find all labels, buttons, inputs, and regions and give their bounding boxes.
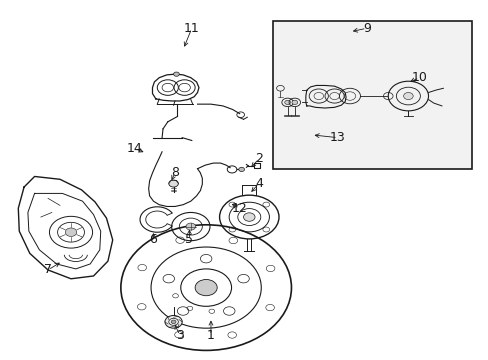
Circle shape — [284, 100, 290, 104]
Text: 11: 11 — [183, 22, 199, 35]
Circle shape — [243, 213, 255, 221]
Circle shape — [164, 315, 182, 328]
Text: 13: 13 — [329, 131, 345, 144]
Text: 14: 14 — [126, 142, 142, 155]
Text: 4: 4 — [254, 177, 262, 190]
Circle shape — [168, 180, 178, 187]
Text: 2: 2 — [254, 152, 262, 165]
Text: 9: 9 — [362, 22, 370, 35]
Text: 7: 7 — [44, 264, 52, 276]
Text: 8: 8 — [171, 166, 179, 179]
Circle shape — [291, 100, 297, 104]
Circle shape — [195, 279, 217, 296]
Text: 10: 10 — [410, 71, 427, 84]
Text: 1: 1 — [206, 329, 214, 342]
Circle shape — [238, 167, 244, 171]
Text: 12: 12 — [231, 202, 247, 215]
Circle shape — [403, 93, 412, 100]
Bar — [273, 21, 471, 170]
Text: 6: 6 — [149, 234, 157, 247]
Circle shape — [171, 320, 176, 324]
Circle shape — [65, 228, 77, 237]
Text: 3: 3 — [176, 329, 183, 342]
Circle shape — [185, 223, 195, 230]
Circle shape — [173, 72, 179, 76]
Text: 5: 5 — [185, 234, 193, 247]
